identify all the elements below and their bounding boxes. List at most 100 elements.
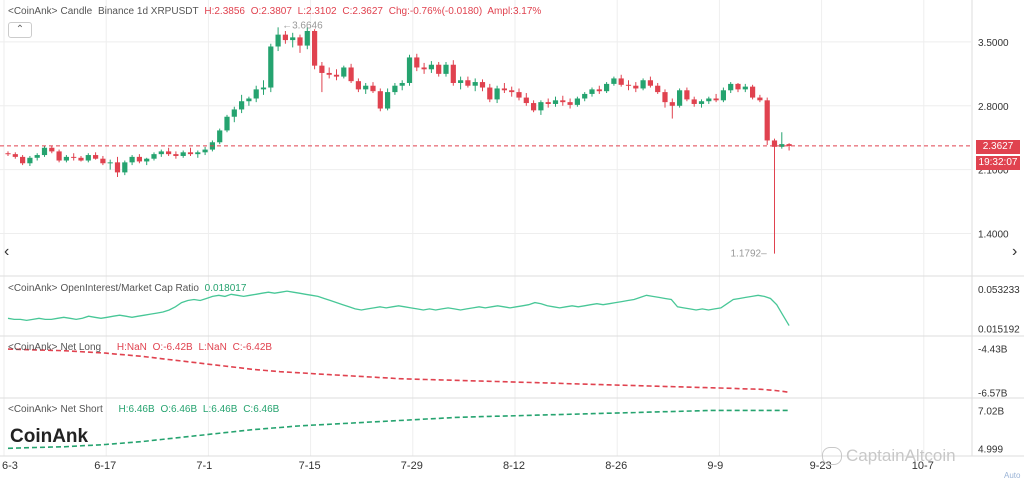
candle-body xyxy=(406,57,413,83)
candle-body xyxy=(122,162,128,173)
candle-body xyxy=(691,99,697,104)
x-tick-label: 7-29 xyxy=(401,460,423,472)
candle-body xyxy=(414,57,420,68)
candle-body xyxy=(545,102,551,104)
candle-body xyxy=(49,147,55,152)
candle-body xyxy=(706,98,712,102)
candle-body xyxy=(465,80,471,86)
candle-legend: <CoinAnk> Candle Binance 1d XRPUSDT H:2.3… xyxy=(8,6,544,17)
candle-body xyxy=(377,91,383,109)
x-tick-label: 7-15 xyxy=(299,460,321,472)
candle-body xyxy=(63,156,69,161)
candle-body xyxy=(180,152,186,156)
candle-body xyxy=(27,157,33,164)
candle-body xyxy=(275,34,281,47)
candle-body xyxy=(582,93,588,99)
net-short-legend-h: H:6.46B xyxy=(118,404,155,415)
net-long-legend-source: <CoinAnk> xyxy=(8,342,58,353)
collapse-legend-button[interactable]: ⌃ xyxy=(8,22,32,38)
candle-body xyxy=(779,144,785,147)
watermark: CaptainAltcoin xyxy=(846,446,956,465)
candle-body xyxy=(5,153,11,155)
candle-body xyxy=(443,64,449,74)
candle-body xyxy=(56,151,62,161)
candle-body xyxy=(166,151,172,155)
candle-body xyxy=(202,149,208,153)
candle-body xyxy=(187,152,194,155)
candle-body xyxy=(341,67,347,77)
x-tick-label: 6-3 xyxy=(2,460,18,472)
candle-body xyxy=(93,155,99,159)
auto-scale-button[interactable]: Auto xyxy=(1004,471,1021,480)
x-tick-label: 7-1 xyxy=(196,460,212,472)
net-short-legend-name: Net Short xyxy=(60,404,103,415)
candle-body xyxy=(713,98,719,101)
oi-legend-source: <CoinAnk> xyxy=(8,283,58,294)
scroll-left-button[interactable]: ‹ xyxy=(4,244,9,260)
candle-body xyxy=(501,88,507,91)
candle-body xyxy=(757,97,763,101)
candle-body xyxy=(114,162,121,173)
net-long-legend-l: L:NaN xyxy=(198,342,227,353)
oi-legend: <CoinAnk> OpenInterest/Market Cap Ratio 0… xyxy=(8,283,249,294)
candle-body xyxy=(458,80,464,83)
oi-legend-name: OpenInterest/Market Cap Ratio xyxy=(60,283,199,294)
candle-body xyxy=(136,156,142,162)
candle-body xyxy=(326,72,332,75)
high-marker-label: ←3.6646 xyxy=(282,20,323,31)
candle-body xyxy=(618,78,624,85)
candle-body xyxy=(552,100,559,104)
watermark-icon xyxy=(822,447,842,465)
candle-body xyxy=(589,89,595,94)
candle-body xyxy=(720,90,726,101)
candle-body xyxy=(282,34,288,41)
scroll-right-button[interactable]: › xyxy=(1012,244,1017,260)
net-short-legend: <CoinAnk> Net Short H:6.46B O:6.46B L:6.4… xyxy=(8,404,282,415)
candle-body xyxy=(596,89,602,92)
net-long-legend: <CoinAnk> Net Long H:NaN O:-6.42B L:NaN C… xyxy=(8,342,275,353)
candle-body xyxy=(560,100,566,103)
x-tick-label: 8-12 xyxy=(503,460,525,472)
candle-body xyxy=(107,162,113,164)
candle-legend-open: O:2.3807 xyxy=(250,6,292,17)
candle-body xyxy=(662,92,668,103)
candle-body xyxy=(392,85,398,93)
candle-body xyxy=(750,86,756,98)
candle-body xyxy=(85,155,91,161)
oi-ratio-line-tick-label: 0.053233 xyxy=(978,285,1020,296)
candle-body xyxy=(304,30,310,46)
oi-ratio-line xyxy=(7,290,790,326)
current-price-tag: 2.3627 xyxy=(976,140,1020,154)
candle-body xyxy=(224,116,230,131)
candle-body xyxy=(436,64,442,74)
candle-body xyxy=(494,88,500,100)
candle-body xyxy=(217,130,223,143)
chevron-left-icon: ‹ xyxy=(4,243,10,260)
candle-body xyxy=(538,102,544,111)
net-short-line-tick-label: 4.999 xyxy=(978,444,1003,455)
candle-body xyxy=(319,65,325,73)
candle-body xyxy=(771,140,778,147)
candle-body xyxy=(195,152,201,155)
candle-body xyxy=(611,78,617,84)
candle-body xyxy=(479,82,486,88)
net-short-line-tick-label: 7.02B xyxy=(978,406,1004,417)
net-long-legend-o: O:-6.42B xyxy=(152,342,193,353)
countdown-tag: 19:32:07 xyxy=(976,156,1020,170)
candle-body xyxy=(144,158,150,162)
x-tick-label: 6-17 xyxy=(94,460,116,472)
candle-legend-close: C:2.3627 xyxy=(342,6,383,17)
net-short-line xyxy=(7,409,790,450)
candle-body xyxy=(41,147,48,156)
net-short-legend-c: C:6.46B xyxy=(243,404,280,415)
candle-body xyxy=(348,67,354,82)
candle-body xyxy=(647,80,653,86)
x-tick-label: 9-9 xyxy=(707,460,723,472)
price-tick-label: 1.4000 xyxy=(978,230,1009,241)
candle-legend-amplitude: Ampl:3.17% xyxy=(487,6,542,17)
candle-body xyxy=(363,85,369,90)
candle-body xyxy=(655,85,661,93)
oi-legend-value: 0.018017 xyxy=(204,283,247,294)
